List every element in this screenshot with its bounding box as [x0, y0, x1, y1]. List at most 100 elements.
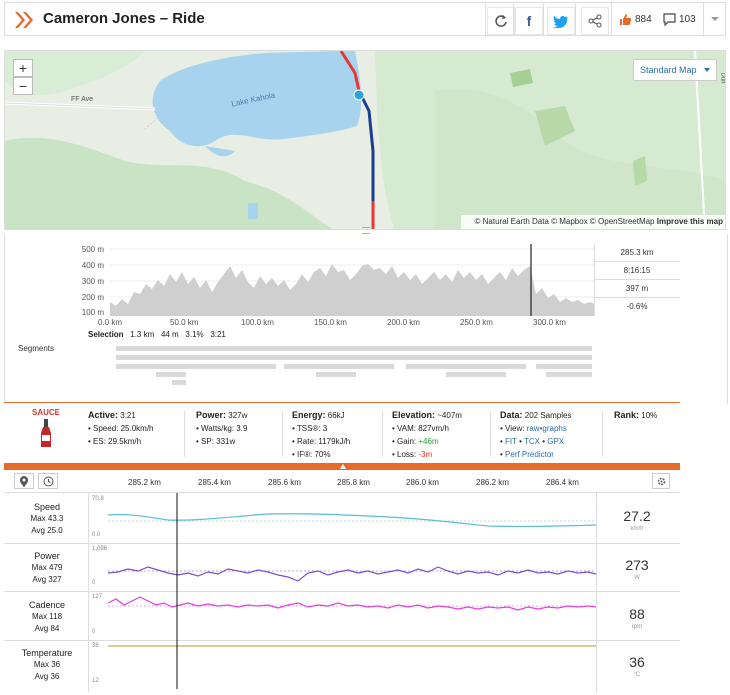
- segment-bar[interactable]: [116, 364, 276, 369]
- segment-bar[interactable]: [156, 372, 186, 377]
- data-value: 202 Samples: [524, 411, 572, 420]
- segment-bar[interactable]: [172, 380, 186, 385]
- view-label: • View:: [500, 424, 527, 433]
- speed-axis-top: 70.8: [92, 496, 104, 502]
- stream-x-tick: 286.0 km: [406, 478, 439, 487]
- speed-avg: Avg 25.0: [31, 526, 63, 535]
- power-axis-top: 1,096: [92, 546, 108, 552]
- raw-link[interactable]: raw: [526, 424, 540, 433]
- speed-row-label: Speed Max 43.3 Avg 25.0: [14, 501, 80, 537]
- active-speed: • Speed: 25.0km/h: [88, 424, 154, 433]
- energy-stats: Energy: 66kJ • TSS®: 3 • Rate: 1179kJ/h …: [292, 409, 350, 461]
- clock-icon: [43, 476, 53, 486]
- temperature-max: Max 36: [33, 660, 61, 669]
- power-series-line: [108, 566, 596, 582]
- elev-x-tick: 100.0 km: [241, 318, 274, 327]
- map-label-edge: Dun: [719, 72, 726, 84]
- map-pin-icon: [20, 475, 28, 487]
- segment-bar[interactable]: [406, 364, 526, 369]
- sauce-label: SAUCE: [31, 408, 60, 417]
- active-es: • ES: 29.5km/h: [88, 437, 142, 446]
- segments-track[interactable]: [116, 346, 594, 386]
- loss-value: -3m: [418, 450, 433, 459]
- comment-icon: [663, 13, 676, 26]
- twitter-share-button[interactable]: [547, 7, 575, 35]
- speed-max: Max 43.3: [30, 514, 64, 523]
- speed-series-line: [108, 513, 596, 528]
- sauce-info-panel: SAUCE Active: 3:21 • Speed: 25.0km/h • E…: [4, 402, 680, 463]
- segment-bar[interactable]: [116, 346, 592, 351]
- elevation-profile-chart[interactable]: [110, 244, 595, 316]
- temperature-avg: Avg 36: [34, 672, 60, 681]
- route-map[interactable]: FF Ave Lake Kahola Dun + − Standard Map …: [4, 50, 726, 230]
- elevation-section: [4, 234, 728, 404]
- active-title: Active:: [88, 410, 119, 420]
- segment-bar[interactable]: [316, 372, 356, 377]
- segment-bar[interactable]: [546, 372, 592, 377]
- stream-charts[interactable]: [108, 493, 596, 693]
- time-mode-button[interactable]: [38, 473, 58, 489]
- map-type-select[interactable]: Standard Map: [633, 59, 717, 81]
- improve-map-link[interactable]: Improve this map: [656, 217, 723, 226]
- activity-header: Cameron Jones – Ride f 884 103: [4, 2, 726, 37]
- elevation-stats: [594, 244, 681, 316]
- power-axis-bottom: 0: [92, 580, 96, 586]
- power-row-label: Power Max 479 Avg 327: [14, 550, 80, 586]
- elev-x-tick: 200.0 km: [387, 318, 420, 327]
- graphs-link[interactable]: graphs: [542, 424, 567, 433]
- segment-bar[interactable]: [284, 364, 394, 369]
- temperature-row-label: Temperature Max 36 Avg 36: [14, 647, 80, 683]
- stat-time: 8:16:15: [594, 262, 680, 280]
- comments-button[interactable]: 103: [661, 9, 701, 31]
- refresh-button[interactable]: [487, 7, 515, 35]
- thumbs-up-icon: [620, 14, 631, 25]
- speed-title: Speed: [33, 502, 61, 512]
- share-button[interactable]: [581, 7, 609, 35]
- stream-x-tick: 286.4 km: [546, 478, 579, 487]
- facebook-icon: f: [526, 13, 532, 29]
- power-avg: Avg 327: [32, 575, 62, 584]
- energy-title: Energy:: [292, 410, 326, 420]
- energy-if: • IF®: 70%: [292, 450, 331, 459]
- energy-rate: • Rate: 1179kJ/h: [292, 437, 351, 446]
- streams-toolbar: [4, 470, 680, 493]
- elev-x-tick: 150.0 km: [314, 318, 347, 327]
- elev-x-tick: 0.0 km: [98, 318, 123, 327]
- sauce-bottle-icon: [41, 419, 51, 447]
- elevation-value: ~407m: [437, 411, 462, 420]
- cadence-axis-bottom: 0: [92, 629, 96, 635]
- segment-bar[interactable]: [116, 355, 592, 360]
- stream-x-tick: 286.2 km: [476, 478, 509, 487]
- more-menu-button[interactable]: [707, 11, 723, 27]
- elev-y-tick: 200 m: [81, 293, 104, 302]
- map-resize-handle[interactable]: [362, 227, 370, 234]
- collapse-bar[interactable]: [4, 463, 680, 470]
- temperature-axis-bottom: 12: [92, 678, 99, 684]
- elev-x-tick: 300.0 km: [533, 318, 566, 327]
- gear-icon: [657, 477, 665, 485]
- zoom-out-button[interactable]: −: [13, 77, 33, 95]
- gpx-link[interactable]: GPX: [547, 437, 565, 446]
- map-label-road: FF Ave: [71, 96, 94, 103]
- segment-bar[interactable]: [536, 364, 592, 369]
- fit-link[interactable]: FIT: [505, 437, 517, 446]
- power-title: Power: [34, 551, 60, 561]
- cadence-series-line: [108, 596, 596, 611]
- segment-bar[interactable]: [446, 372, 506, 377]
- facebook-share-button[interactable]: f: [515, 7, 543, 35]
- cadence-axis-top: 127: [92, 594, 103, 600]
- segments-label: Segments: [18, 344, 55, 353]
- stream-settings-button[interactable]: [652, 473, 670, 489]
- cadence-title: Cadence: [28, 600, 66, 610]
- kudos-button[interactable]: 884: [617, 9, 657, 31]
- selection-label: Selection: [88, 330, 124, 339]
- cadence-avg: Avg 84: [34, 624, 60, 633]
- selection-grade: 3.1%: [185, 330, 204, 339]
- tcx-link[interactable]: TCX: [524, 437, 540, 446]
- elev-x-tick: 50.0 km: [170, 318, 199, 327]
- speed-axis-bottom: 0.0: [92, 532, 101, 538]
- active-stats: Active: 3:21 • Speed: 25.0km/h • ES: 29.…: [88, 409, 154, 448]
- zoom-in-button[interactable]: +: [13, 59, 33, 77]
- distance-mode-button[interactable]: [14, 473, 34, 489]
- perf-predictor-link[interactable]: Perf Predictor: [505, 450, 554, 459]
